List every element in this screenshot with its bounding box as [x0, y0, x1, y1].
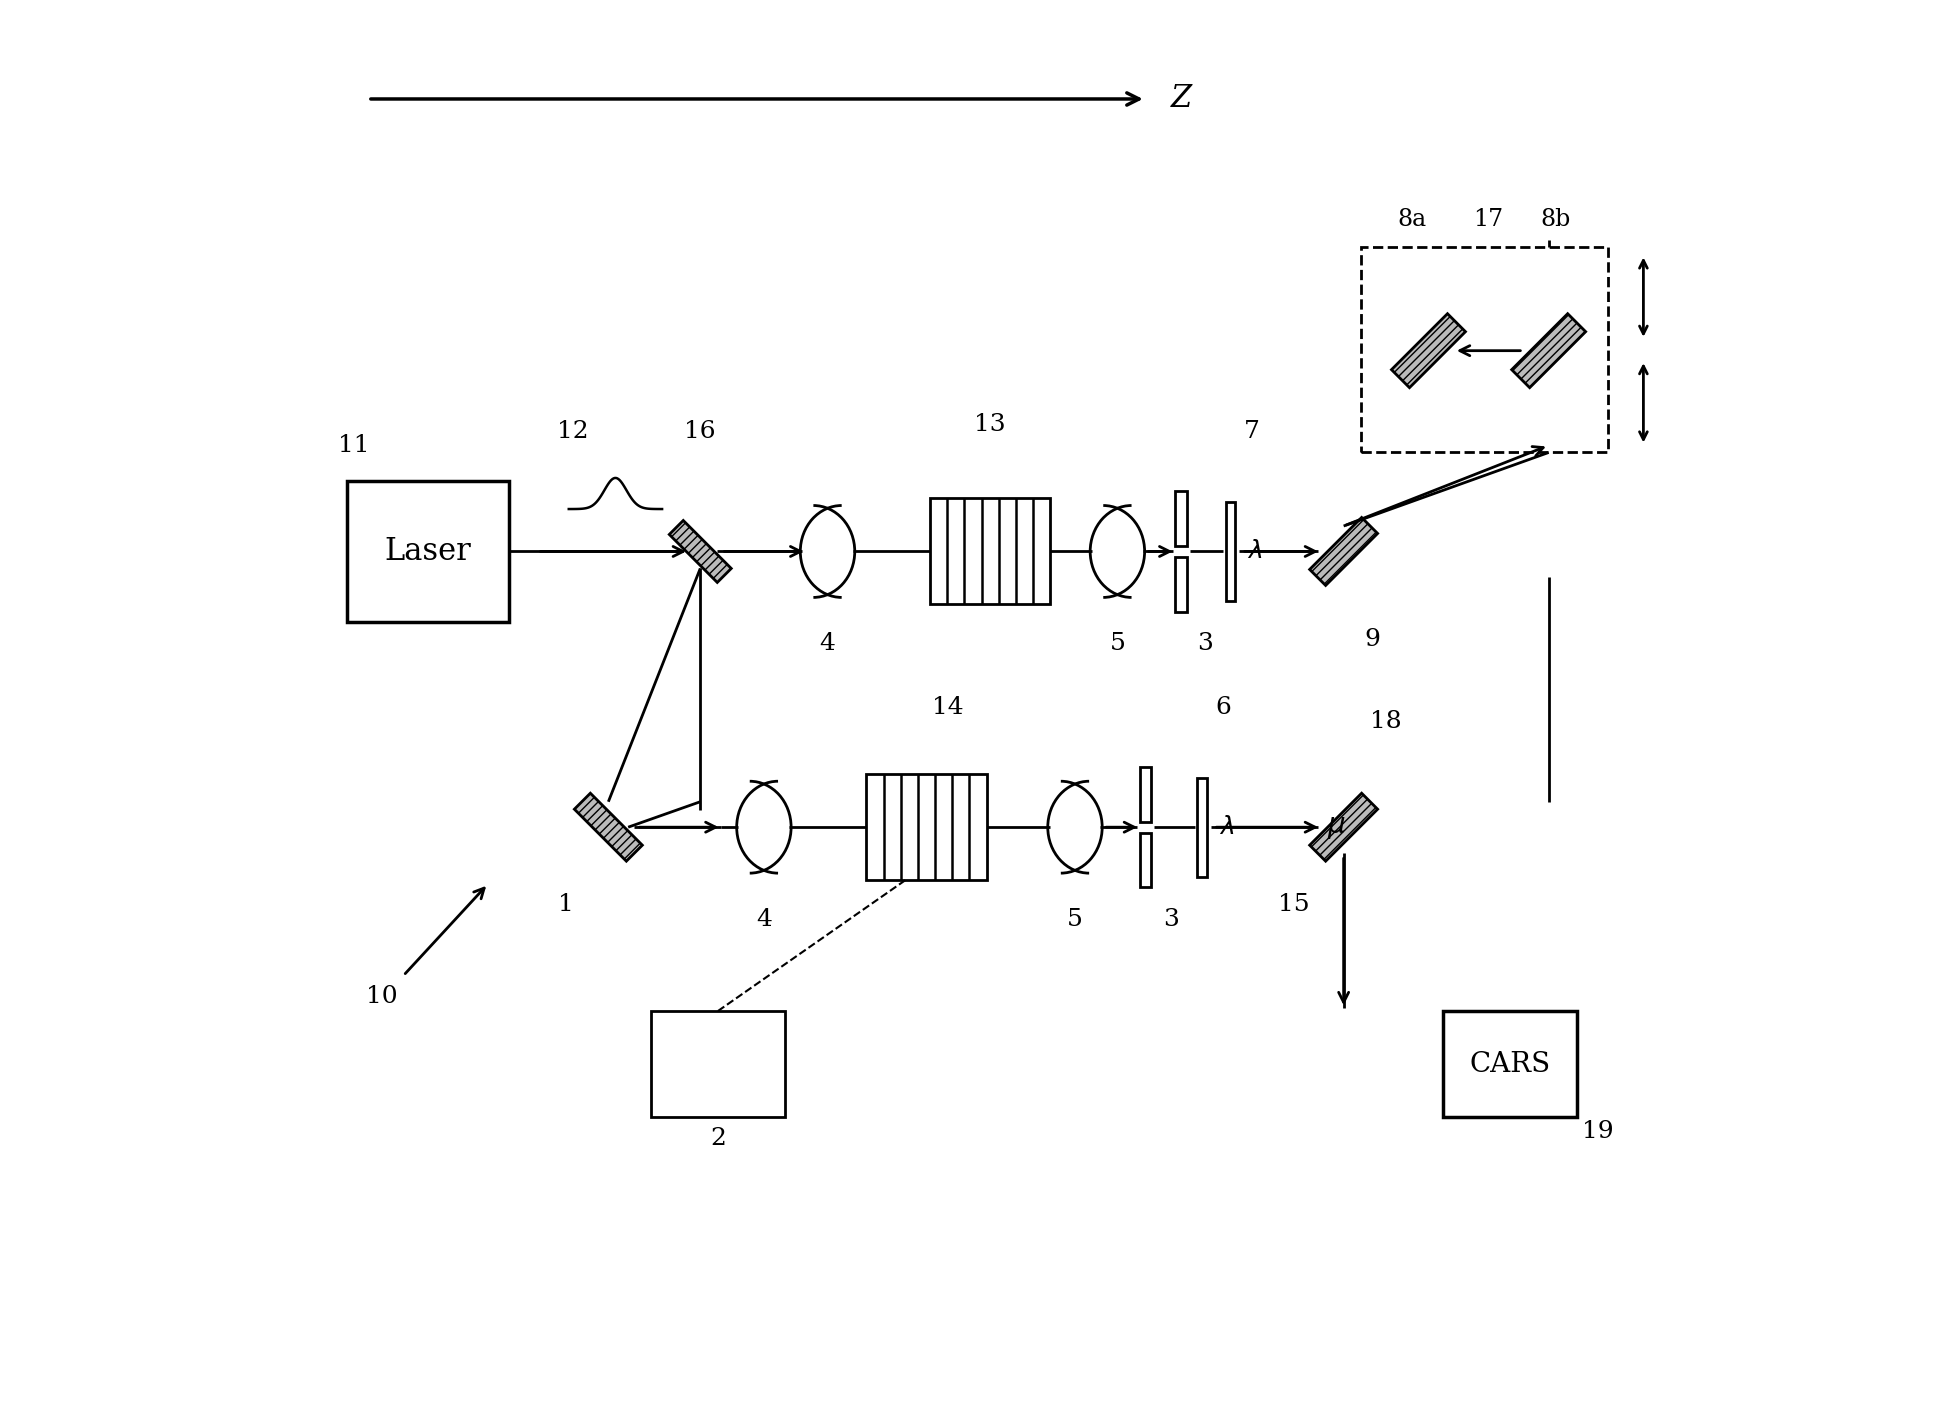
Text: 14: 14	[931, 696, 964, 718]
Text: 1: 1	[558, 894, 574, 916]
Bar	[867, 773, 986, 880]
Text: 16: 16	[685, 420, 716, 443]
Polygon shape	[1310, 793, 1378, 861]
Text: 7: 7	[1243, 420, 1259, 443]
Text: 3: 3	[1197, 632, 1212, 655]
Bar	[1175, 492, 1187, 546]
Text: 4: 4	[755, 908, 771, 930]
Text: 15: 15	[1279, 894, 1310, 916]
Polygon shape	[1511, 314, 1585, 387]
Polygon shape	[1310, 518, 1378, 585]
Text: 2: 2	[711, 1127, 726, 1150]
Text: 17: 17	[1474, 208, 1503, 230]
Text: 13: 13	[974, 413, 1005, 436]
Bar	[1197, 778, 1206, 877]
Polygon shape	[1392, 314, 1466, 387]
Bar	[1175, 557, 1187, 611]
Text: 5: 5	[1068, 908, 1083, 930]
Text: CARS: CARS	[1470, 1051, 1550, 1077]
Text: $\lambda$: $\lambda$	[1220, 816, 1234, 839]
Bar	[1443, 1011, 1577, 1117]
Bar	[347, 481, 509, 622]
Bar	[929, 499, 1050, 605]
Polygon shape	[670, 520, 732, 583]
Bar	[1361, 247, 1608, 452]
Text: $\lambda$: $\lambda$	[1247, 540, 1263, 563]
Bar	[650, 1011, 785, 1117]
Text: 5: 5	[1109, 632, 1126, 655]
Text: 6: 6	[1216, 696, 1232, 718]
Text: 9: 9	[1364, 628, 1380, 650]
Text: 18: 18	[1370, 710, 1402, 732]
Text: Z: Z	[1171, 83, 1191, 115]
Text: 3: 3	[1163, 908, 1179, 930]
Text: 12: 12	[556, 420, 590, 443]
Text: 10: 10	[367, 986, 398, 1008]
Text: 4: 4	[820, 632, 835, 655]
Polygon shape	[574, 793, 642, 861]
Text: 8b: 8b	[1540, 208, 1571, 230]
Text: 11: 11	[338, 434, 369, 457]
Bar	[1226, 502, 1236, 601]
Bar	[1140, 766, 1152, 822]
Text: 19: 19	[1583, 1120, 1614, 1143]
Text: 8a: 8a	[1398, 208, 1427, 230]
Text: $\mu$: $\mu$	[1327, 813, 1347, 841]
Text: Laser: Laser	[385, 536, 472, 567]
Bar	[1140, 833, 1152, 888]
